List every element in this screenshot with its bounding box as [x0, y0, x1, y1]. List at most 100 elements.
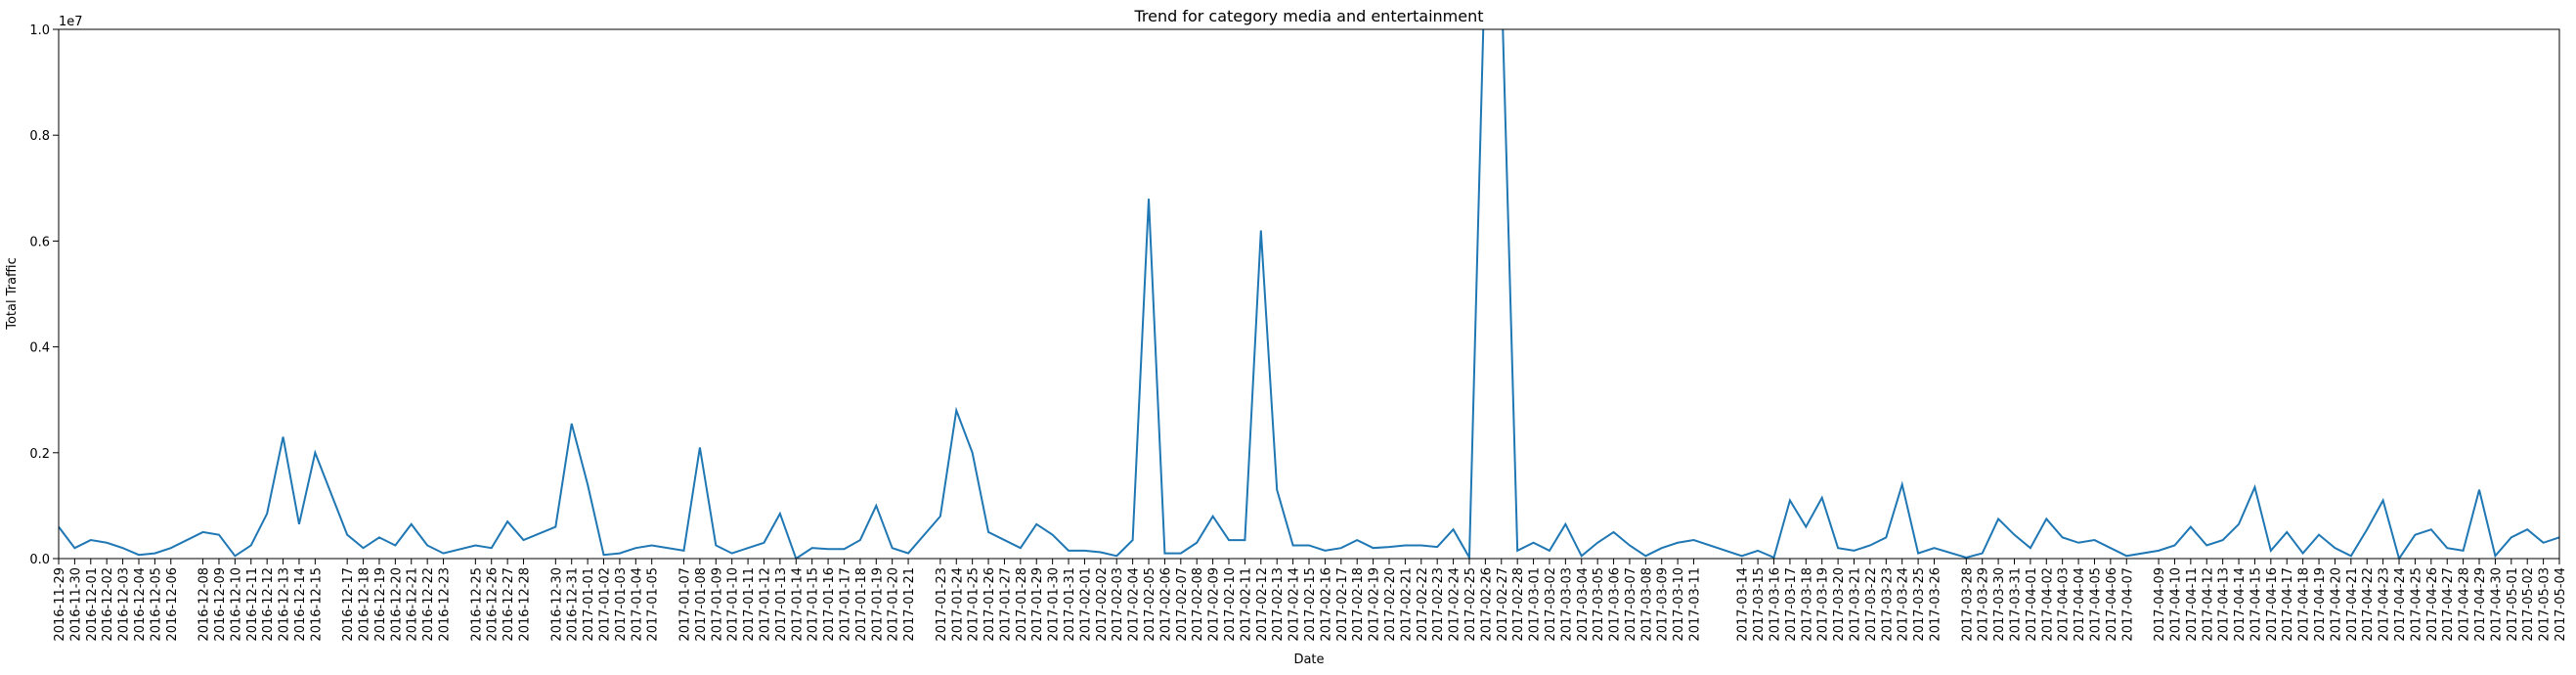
x-tick-label: 2017-02-26 [1479, 567, 1494, 642]
x-tick-label: 2017-01-11 [742, 567, 757, 642]
plot-frame [58, 28, 2560, 560]
x-tick-label: 2017-03-05 [1592, 567, 1606, 642]
x-tick-label: 2017-04-11 [2185, 567, 2200, 642]
y-tick-label: 0.8 [29, 129, 50, 144]
x-tick-label: 2017-01-12 [758, 567, 772, 642]
x-tick-label: 2017-03-31 [2008, 567, 2023, 642]
x-tick-label: 2016-12-21 [406, 567, 420, 642]
x-tick-label: 2017-04-14 [2233, 567, 2248, 642]
x-tick-label: 2016-12-08 [197, 567, 212, 642]
y-tick-label: 1.0 [29, 23, 50, 38]
x-tick-label: 2016-12-30 [549, 567, 564, 642]
x-tick-label: 2017-04-27 [2441, 567, 2456, 642]
x-tick-label: 2017-02-18 [1351, 567, 1366, 642]
x-tick-label: 2017-04-25 [2409, 567, 2423, 642]
x-tick-label: 2017-02-27 [1496, 567, 1510, 642]
x-tick-label: 2017-04-03 [2057, 567, 2072, 642]
x-tick-label: 2016-12-12 [261, 567, 276, 642]
x-tick-label: 2017-01-24 [950, 567, 965, 642]
x-tick-label: 2017-03-03 [1559, 567, 1574, 642]
x-tick-label: 2016-12-15 [309, 567, 324, 642]
x-tick-label: 2017-02-05 [1143, 567, 1157, 642]
x-tick-label: 2017-03-29 [1977, 567, 1991, 642]
x-tick-label: 2017-01-26 [982, 567, 997, 642]
y-tick-label: 0.2 [29, 447, 50, 462]
x-tick-label: 2016-12-13 [278, 567, 292, 642]
x-tick-label: 2017-04-02 [2040, 567, 2055, 642]
x-tick-label: 2017-05-04 [2554, 567, 2568, 642]
x-tick-label: 2017-04-28 [2458, 567, 2472, 642]
x-tick-label: 2017-01-05 [646, 567, 661, 642]
x-tick-label: 2017-03-01 [1528, 567, 1543, 642]
x-tick-label: 2017-01-31 [1063, 567, 1077, 642]
x-tick-label: 2017-04-26 [2425, 567, 2440, 642]
x-tick-label: 2017-02-09 [1207, 567, 1222, 642]
x-tick-label: 2016-12-05 [149, 567, 163, 642]
x-tick-label: 2016-12-23 [438, 567, 453, 642]
x-tick-label: 2016-12-19 [373, 567, 388, 642]
x-tick-label: 2016-12-09 [213, 567, 228, 642]
x-tick-label: 2016-12-04 [133, 567, 148, 642]
x-tick-label: 2017-01-18 [854, 567, 869, 642]
x-tick-label: 2017-02-15 [1303, 567, 1318, 642]
x-tick-label: 2017-02-07 [1175, 567, 1190, 642]
x-tick-label: 2017-03-14 [1736, 567, 1751, 642]
x-tick-label: 2016-12-14 [293, 567, 308, 642]
x-tick-label: 2017-05-01 [2506, 567, 2520, 642]
x-tick-label: 2017-03-11 [1688, 567, 1703, 642]
x-tick-label: 2017-03-21 [1849, 567, 1863, 642]
x-tick-label: 2017-01-21 [902, 567, 917, 642]
x-tick-label: 2017-04-16 [2265, 567, 2280, 642]
x-tick-label: 2017-02-16 [1319, 567, 1333, 642]
x-tick-label: 2017-04-18 [2297, 567, 2312, 642]
x-tick-label: 2017-04-01 [2025, 567, 2039, 642]
y-tick-label: 0.0 [29, 553, 50, 567]
y-tick-label: 0.4 [29, 341, 50, 356]
chart-title: Trend for category media and entertainme… [1133, 7, 1483, 25]
x-tick-label: 2017-01-14 [790, 567, 805, 642]
x-tick-label: 2017-04-19 [2313, 567, 2328, 642]
x-tick-label: 2017-01-09 [710, 567, 724, 642]
x-tick-label: 2017-03-15 [1752, 567, 1767, 642]
x-tick-label: 2017-04-15 [2249, 567, 2263, 642]
x-tick-label: 2017-04-21 [2345, 567, 2360, 642]
x-tick-label: 2016-12-26 [486, 567, 501, 642]
x-tick-label: 2017-02-19 [1368, 567, 1382, 642]
x-tick-label: 2017-01-27 [998, 567, 1013, 642]
x-tick-label: 2017-03-30 [1992, 567, 2007, 642]
x-tick-label: 2017-03-22 [1864, 567, 1879, 642]
x-tick-label: 2017-02-10 [1223, 567, 1238, 642]
x-tick-label: 2017-03-07 [1624, 567, 1638, 642]
x-tick-label: 2016-12-25 [469, 567, 484, 642]
x-tick-label: 2016-12-22 [421, 567, 436, 642]
x-tick-label: 2017-01-17 [838, 567, 852, 642]
x-tick-label: 2017-02-21 [1399, 567, 1414, 642]
x-tick-label: 2016-12-28 [518, 567, 533, 642]
x-tick-label: 2017-01-01 [582, 567, 596, 642]
line-series [59, 29, 2559, 559]
x-axis-label: Date [1293, 652, 1324, 667]
x-tick-label: 2017-01-28 [1015, 567, 1029, 642]
x-tick-label: 2016-12-02 [101, 567, 115, 642]
x-tick-label: 2017-04-13 [2217, 567, 2232, 642]
x-tick-label: 2016-12-10 [229, 567, 243, 642]
y-tick-label: 0.6 [29, 235, 50, 249]
x-tick-label: 2017-04-23 [2378, 567, 2392, 642]
x-tick-label: 2017-01-07 [678, 567, 693, 642]
x-tick-label: 2017-02-23 [1431, 567, 1446, 642]
x-tick-label: 2017-01-04 [630, 567, 644, 642]
x-tick-label: 2017-02-13 [1271, 567, 1286, 642]
x-tick-label: 2017-03-24 [1897, 567, 1911, 642]
x-tick-label: 2017-01-02 [598, 567, 613, 642]
x-tick-label: 2017-02-17 [1335, 567, 1350, 642]
x-tick-label: 2017-01-29 [1030, 567, 1045, 642]
x-tick-label: 2017-04-04 [2073, 567, 2087, 642]
x-tick-label: 2016-12-03 [117, 567, 132, 642]
x-tick-label: 2017-04-12 [2201, 567, 2215, 642]
x-tick-label: 2017-04-22 [2361, 567, 2376, 642]
x-tick-label: 2017-04-10 [2168, 567, 2183, 642]
x-tick-label: 2017-03-02 [1544, 567, 1558, 642]
x-tick-label: 2017-03-19 [1816, 567, 1831, 642]
x-tick-label: 2017-03-06 [1608, 567, 1623, 642]
